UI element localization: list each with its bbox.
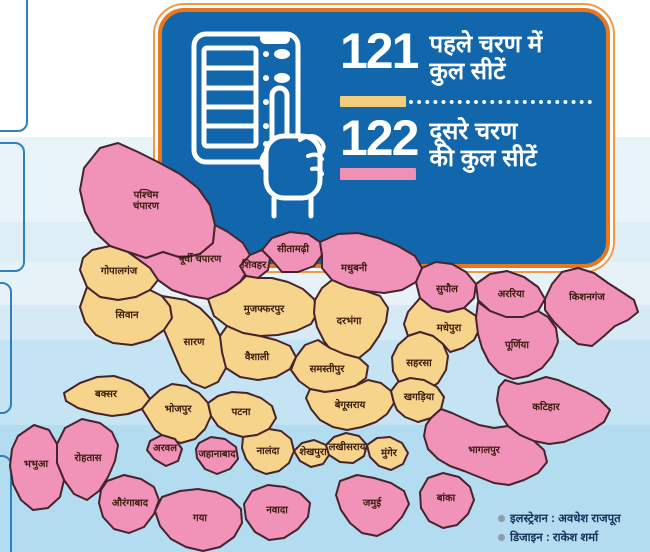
district-label: शिवहर (241, 258, 267, 271)
district-label: दरभंगा (336, 315, 362, 327)
district-region (98, 474, 160, 534)
district-region (366, 436, 409, 471)
district-label: बांका (436, 492, 456, 504)
district-label: कटिहार (531, 400, 560, 413)
district-label: भभुआ (24, 459, 49, 470)
phase1-legend-divider (340, 95, 592, 107)
district-region (544, 267, 639, 347)
district-label: बेगूसराय (334, 398, 367, 412)
district-label: जमुई (362, 496, 382, 509)
district-label: बक्सर (94, 389, 118, 400)
district-label: मुजफ्फरपुर (243, 304, 285, 315)
district-label: भोजपुर (165, 402, 193, 415)
district-label: सुपौल (435, 282, 459, 295)
district-region (243, 484, 311, 541)
district-label: सिवान (114, 308, 138, 321)
credit-design: डिजाइन : राकेश शर्मा (498, 530, 650, 545)
district-label: पूर्णिया (504, 338, 529, 352)
evm-voting-hand-icon (191, 31, 326, 219)
district-region (290, 339, 369, 393)
district-region (403, 297, 481, 353)
district-region (146, 434, 183, 467)
district-region (161, 295, 227, 389)
district-label: लखीसराय (328, 440, 367, 453)
district-label: औरंगाबाद (112, 496, 149, 509)
district-region (141, 383, 212, 444)
left-edge-panel (0, 142, 25, 272)
district-label: शेखपुरा (299, 445, 327, 458)
district-region (219, 325, 297, 381)
district-label: सारण (183, 337, 205, 348)
district-label: अरवल (153, 443, 178, 454)
district-region (390, 377, 445, 423)
dotted-separator (409, 99, 592, 104)
credits: इलस्ट्रेशन : अवधेश राजपूत डिजाइन : राकेश… (498, 511, 650, 549)
bullet-icon (498, 515, 505, 522)
credit-illustration: इलस्ट्रेशन : अवधेश राजपूत (498, 511, 650, 526)
district-label: गोपालगंज (100, 264, 138, 277)
phase1-label: पहले चरण में कुल सीटें (429, 31, 543, 86)
phase2-stat: 122 दूसरे चरण की कुल सीटें (340, 109, 592, 180)
left-edge-panel (0, 0, 28, 132)
phase2-color-swatch (340, 167, 416, 180)
district-region (335, 474, 410, 537)
district-region (305, 379, 395, 431)
district-label: सहरसा (405, 358, 432, 369)
district-label: सीतामढ़ी (276, 242, 309, 255)
district-region (423, 408, 548, 486)
district-region (391, 331, 449, 393)
phase1-stat: 121 पहले चरण में कुल सीटें (340, 23, 592, 86)
district-label: गया (192, 513, 207, 524)
district-label: भागलपुर (468, 445, 501, 456)
district-region (154, 488, 243, 552)
district-region (415, 261, 477, 313)
district-label: मुंगेर (380, 446, 398, 459)
district-region (419, 472, 475, 529)
district-region (195, 436, 239, 475)
district-label: अररिया (498, 287, 525, 300)
district-label: मधुबनी (340, 261, 367, 274)
district-label: खगड़िया (403, 390, 435, 403)
district-region (207, 391, 277, 438)
district-region (9, 424, 65, 511)
district-region (496, 376, 611, 445)
district-label: पश्चिम चंपारण (132, 188, 160, 212)
district-label: मधेपुरा (436, 321, 462, 334)
bullet-icon (498, 534, 505, 541)
district-label: जहानाबाद (197, 449, 236, 460)
left-edge-panel (0, 282, 12, 414)
district-label: नालंदा (256, 445, 280, 457)
district-label: वैशाली (244, 350, 270, 363)
phase2-label: दूसरे चरण की कुल सीटें (429, 117, 537, 173)
district-label: नवादा (265, 505, 288, 516)
district-region (241, 428, 295, 475)
district-label: पूर्वी चंपारण (178, 252, 222, 266)
district-region (475, 301, 559, 380)
phase1-count: 121 (340, 23, 419, 79)
district-region (325, 432, 368, 464)
phase1-color-swatch (340, 95, 406, 107)
district-label: किशनगंज (568, 290, 605, 303)
info-banner: 121 पहले चरण में कुल सीटें 122 दूसरे चरण… (158, 8, 610, 268)
district-label: रोहतास (73, 451, 102, 464)
phase2-count: 122 (340, 109, 419, 166)
left-edge-panel (0, 455, 12, 552)
district-region (319, 232, 423, 294)
district-label: समस्तीपुर (309, 362, 346, 375)
district-label: पटना (231, 407, 251, 418)
